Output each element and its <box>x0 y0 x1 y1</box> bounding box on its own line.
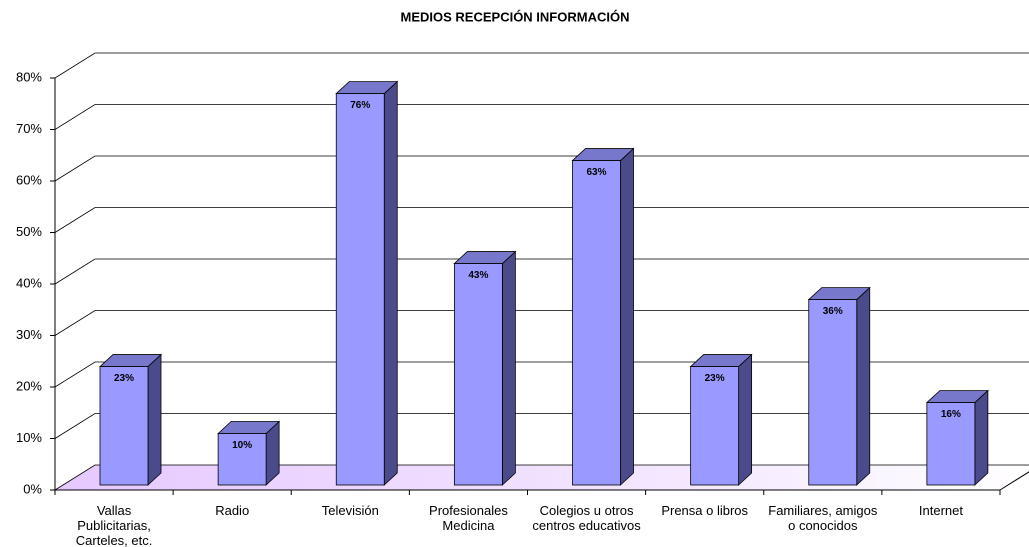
data-label: 23% <box>705 373 725 384</box>
x-tick-label: Colegios u otros centros educativos <box>532 503 641 533</box>
bar <box>453 263 503 486</box>
x-tick-label: Vallas Publicitarias, Carteles, etc. <box>75 503 153 547</box>
bar-side <box>856 286 871 486</box>
y-tick-label: 80% <box>16 69 42 84</box>
grid-line <box>54 52 1029 79</box>
bar-side <box>974 389 989 486</box>
bar-side <box>620 147 634 486</box>
x-tick-label: Profesionales Medicina <box>429 503 508 533</box>
data-label: 16% <box>941 409 961 420</box>
y-tick-label: 20% <box>16 378 42 393</box>
x-tick-label: Internet <box>918 503 963 518</box>
grid-line <box>54 413 1029 439</box>
data-label: 36% <box>823 306 843 317</box>
grid-line <box>54 258 1029 285</box>
y-tick-label: 70% <box>16 121 42 136</box>
bar-side <box>383 80 398 486</box>
y-tick-label: 10% <box>16 430 42 445</box>
grid-line <box>54 104 1029 130</box>
x-tick-label: Radio <box>215 503 250 518</box>
bar-side <box>738 353 753 486</box>
bar <box>808 299 858 486</box>
bar <box>99 366 149 486</box>
y-tick-label: 40% <box>16 275 42 290</box>
x-tick-label: Televisión <box>321 503 379 518</box>
bar-side <box>501 250 516 486</box>
bar <box>926 402 976 486</box>
x-axis-depth <box>999 471 1029 491</box>
bar-side <box>147 353 162 486</box>
grid-line <box>54 310 1029 336</box>
data-label: 76% <box>350 100 370 111</box>
x-tick-label: Prensa o libros <box>661 503 749 518</box>
y-tick-label: 30% <box>16 327 42 342</box>
y-tick-label: 60% <box>16 172 42 187</box>
bar <box>335 93 385 486</box>
x-tick-label: Familiares, amigos o conocidos <box>768 503 878 533</box>
data-label: 10% <box>232 440 252 451</box>
data-label: 43% <box>468 270 488 281</box>
bar <box>217 433 267 486</box>
bar <box>690 366 740 486</box>
data-label: 23% <box>114 373 134 384</box>
data-label: 63% <box>586 167 606 178</box>
floor <box>55 465 1029 490</box>
grid-line <box>54 155 1029 182</box>
grid-line <box>54 207 1029 233</box>
y-tick-label: 50% <box>16 224 42 239</box>
grid-line <box>54 361 1029 388</box>
bar <box>572 160 621 486</box>
chart-title: MEDIOS RECEPCIÓN INFORMACIÓN <box>401 9 630 24</box>
y-tick-label: 0% <box>23 481 42 496</box>
